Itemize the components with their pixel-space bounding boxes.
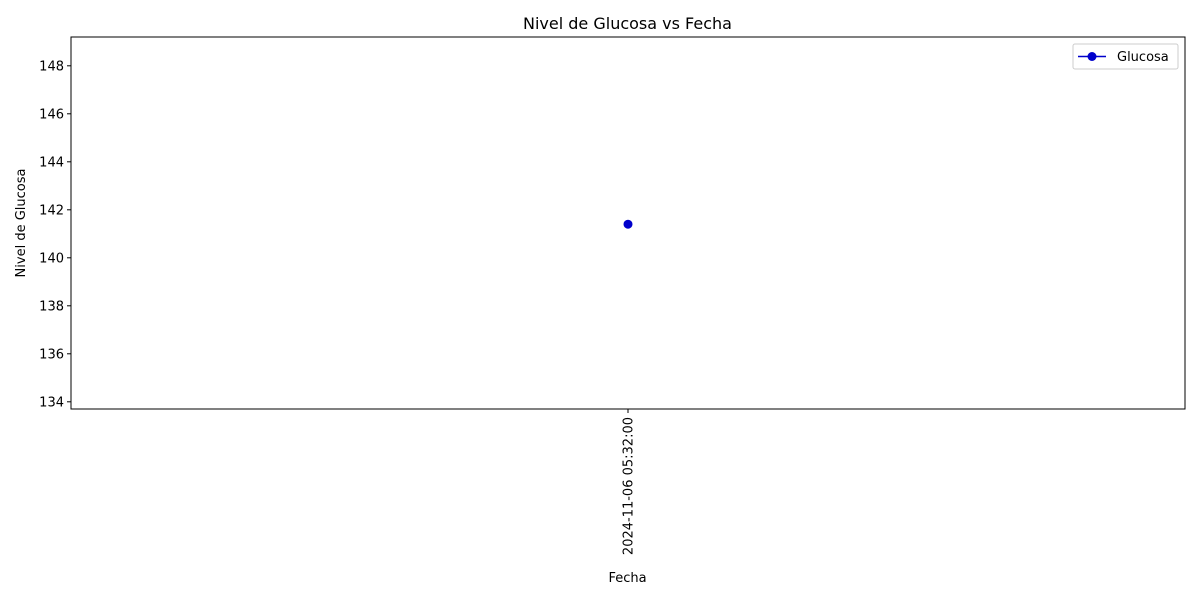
y-tick-label: 146 [39,107,64,122]
y-tick-label: 144 [39,155,64,170]
y-tick-label: 138 [39,299,64,314]
y-tick-label: 136 [39,347,64,362]
x-axis: 2024-11-06 05:32:00 [622,409,637,555]
x-tick-label: 2024-11-06 05:32:00 [622,417,637,555]
y-tick-label: 134 [39,395,64,410]
legend-label-glucosa: Glucosa [1117,50,1169,65]
legend-marker-glucosa [1087,52,1097,61]
x-axis-label: Fecha [608,571,646,586]
y-axis-label: Nivel de Glucosa [14,169,29,278]
chart-title: Nivel de Glucosa vs Fecha [523,14,732,33]
legend-box [1072,43,1179,70]
legend: Glucosa [1072,43,1179,70]
y-tick-label: 140 [39,251,64,266]
series-layer [623,219,633,229]
y-axis: 134 136 138 140 142 144 146 148 [39,59,71,410]
y-tick-label: 142 [39,203,64,218]
y-tick-label: 148 [39,59,64,74]
data-point [623,219,633,229]
